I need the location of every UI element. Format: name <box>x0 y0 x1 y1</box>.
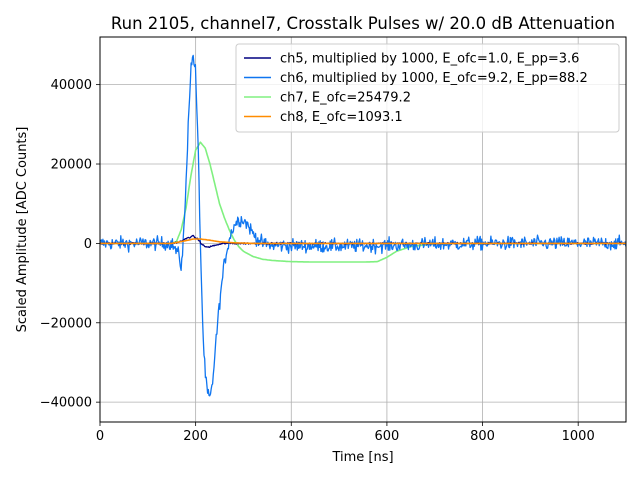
ticks: 0 200 400 600 800 1000 −40000 −20000 0 20000 40000 <box>40 78 595 444</box>
legend: ch5, multiplied by 1000, E_ofc=1.0, E_pp… <box>235 43 620 133</box>
x-tick-label: 800 <box>470 429 495 444</box>
y-axis-label: Scaled Amplitude [ADC Counts] <box>15 127 30 333</box>
x-tick-label: 400 <box>279 429 304 444</box>
chart-title: Run 2105, channel7, Crosstalk Pulses w/ … <box>111 14 615 33</box>
series-line-4 <box>100 238 626 245</box>
legend-label: ch8, E_ofc=1093.1 <box>280 110 403 125</box>
x-tick-label: 0 <box>96 429 104 444</box>
y-tick-label: 40000 <box>51 78 92 93</box>
plot-frame <box>99 36 627 423</box>
x-axis-label: Time [ns] <box>331 450 393 465</box>
series-layer <box>99 54 627 397</box>
legend-label: ch6, multiplied by 1000, E_ofc=9.2, E_pp… <box>280 71 588 86</box>
series-line-2 <box>99 54 627 397</box>
x-tick-label: 600 <box>374 429 399 444</box>
legend-label: ch7, E_ofc=25479.2 <box>280 91 411 106</box>
x-tick-label: 1000 <box>562 429 595 444</box>
y-tick-label: −20000 <box>40 316 92 331</box>
y-tick-label: 20000 <box>51 158 92 173</box>
y-tick-label: 0 <box>84 237 92 252</box>
legend-box <box>235 43 620 133</box>
x-tick-label: 200 <box>183 429 208 444</box>
legend-label: ch5, multiplied by 1000, E_ofc=1.0, E_pp… <box>280 52 579 67</box>
y-tick-label: −40000 <box>40 396 92 411</box>
